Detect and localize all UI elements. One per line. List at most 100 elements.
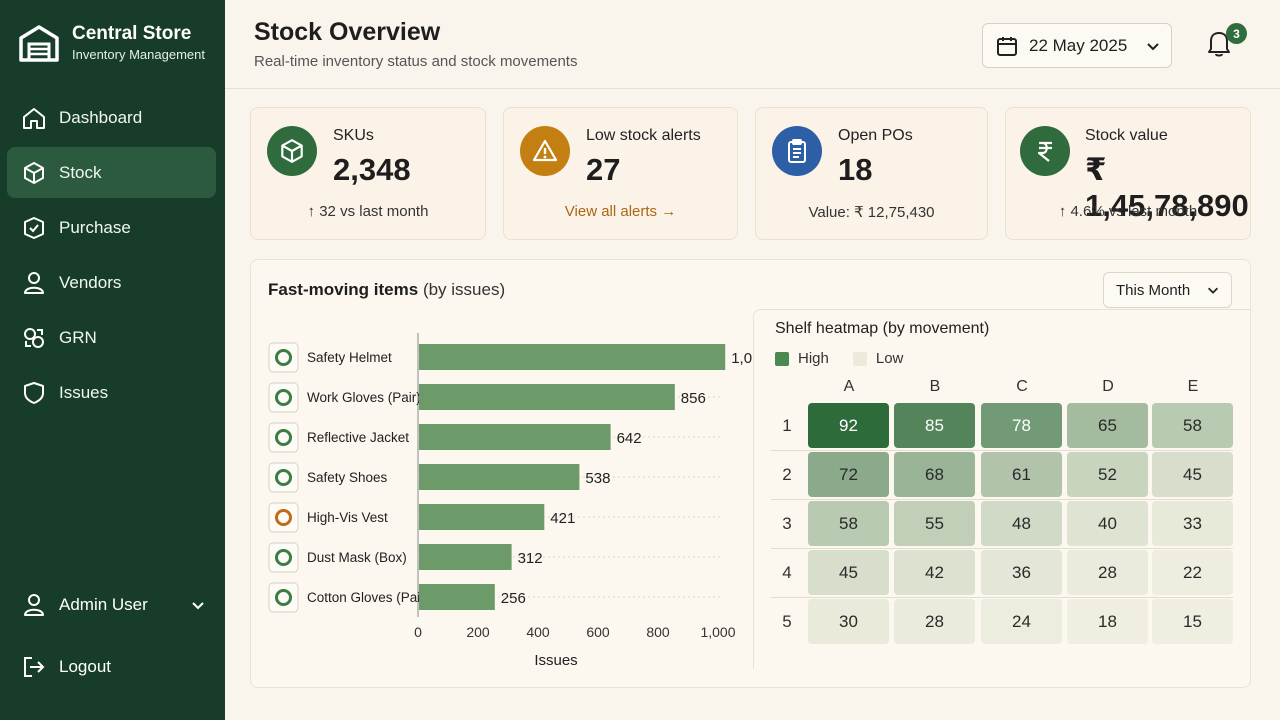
logout-button[interactable]: Logout [21,650,111,684]
bar [419,544,512,570]
kpi-label: Open POs [838,127,913,144]
kpi-value: 18 [838,152,873,187]
kpi-po-value: Value: ₹ 12,75,430 [808,204,935,221]
bar-value-label: 856 [681,390,706,407]
heatmap-cell[interactable]: 45 [1152,452,1233,497]
warehouse-logo-icon [19,25,59,62]
fast-moving-bar-chart: Safety Helmet 1,024 Work Gloves (Pair) 856 R… [268,333,752,669]
sidebar-item-issues[interactable]: Issues [7,367,216,418]
bar-chart-title: Fast-moving items (by issues) [268,280,505,300]
heatmap-row-divider [771,450,1233,451]
bar-chart-title-suffix: (by issues) [422,280,506,299]
heatmap-cell[interactable]: 65 [1067,403,1148,448]
heatmap-cell[interactable]: 40 [1067,501,1148,546]
category-label: Reflective Jacket [307,430,409,445]
sidebar-item-grn[interactable]: GRN [7,312,216,363]
period-value: This Month [1116,281,1191,299]
heatmap-cell[interactable]: 18 [1067,599,1148,644]
bar-value-label: 642 [617,430,642,447]
user-menu[interactable]: Admin User [21,588,206,622]
bar-value-label: 312 [518,550,543,567]
sidebar-item-vendors[interactable]: Vendors [7,257,216,308]
heatmap-cell[interactable]: 58 [808,501,889,546]
heatmap-cell[interactable]: 36 [981,550,1062,595]
heatmap-column-label: C [1016,378,1028,395]
period-select[interactable]: This Month [1103,272,1232,308]
category-label: Dust Mask (Box) [307,550,407,565]
date-value: 22 May 2025 [1029,35,1128,55]
notifications-button[interactable] [1205,28,1239,62]
bar-value-label: 538 [585,470,610,487]
sidebar-item-dashboard[interactable]: Dashboard [7,92,216,143]
kpi-card-low-stock: Low stock alerts 27 View all alerts → [503,107,738,240]
heatmap-row-label: 5 [782,612,792,631]
heatmap-cell[interactable]: 92 [808,403,889,448]
chevron-down-icon [192,602,204,610]
notification-badge: 3 [1226,23,1247,44]
heatmap-cell[interactable]: 78 [981,403,1062,448]
category-label: Work Gloves (Pair) [307,390,421,405]
warning-icon [532,139,558,162]
heatmap-column-label: A [843,378,855,395]
heatmap-cell[interactable]: 42 [894,550,975,595]
heatmap-cell[interactable]: 48 [981,501,1062,546]
heatmap-cell[interactable]: 52 [1067,452,1148,497]
item-icon-tile [268,582,299,613]
date-picker[interactable]: 22 May 2025 [982,23,1172,68]
item-icon-tile [268,542,299,573]
heatmap-cell[interactable]: 68 [894,452,975,497]
bar [419,504,545,530]
x-tick-label: 400 [526,624,550,640]
heatmap-cell[interactable]: 58 [1152,403,1233,448]
heatmap-cell[interactable]: 45 [808,550,889,595]
bar-value-label: 421 [550,510,575,527]
page-subtitle: Real-time inventory status and stock mov… [254,53,578,70]
bar [419,424,611,450]
kpi-label: Stock value [1085,127,1168,144]
heatmap-cell[interactable]: 15 [1152,599,1233,644]
bar-chart-title-main: Fast-moving items [268,280,419,299]
item-icon [275,549,292,566]
item-icon [275,389,292,406]
cube-icon [24,161,44,184]
kpi-value: 27 [586,152,621,187]
heatmap-cell[interactable]: 85 [894,403,975,448]
category-label: Safety Shoes [307,470,388,485]
heatmap-cell[interactable]: 55 [894,501,975,546]
item-icon [275,469,292,486]
heatmap-row-label: 2 [782,465,792,484]
heatmap-cell[interactable]: 24 [981,599,1062,644]
kpi-trend: ↑ 32 vs last month [307,203,429,220]
x-tick-label: 800 [646,624,670,640]
heatmap-cell[interactable]: 33 [1152,501,1233,546]
legend-swatch-high [775,351,789,366]
category-label: Safety Helmet [307,350,392,365]
legend-high-label: High [798,350,829,367]
heatmap-legend: High Low [775,350,927,367]
kpi-value: 2,348 [333,152,411,187]
sidebar-item-purchase[interactable]: Purchase [7,202,216,253]
category-label: High-Vis Vest [307,510,388,525]
kpi-trend: ↑ 4.6% vs last month [1058,203,1198,220]
item-icon-tile [268,422,299,453]
heatmap-column-label: E [1187,378,1199,395]
view-all-alerts-link[interactable]: View all alerts → [564,203,677,220]
heatmap-cell[interactable]: 28 [1067,550,1148,595]
brand-subtitle: Inventory Management [72,47,205,62]
item-icon-tile [268,502,299,533]
heatmap-cell[interactable]: 72 [808,452,889,497]
sidebar-item-label: Vendors [59,272,122,292]
home-icon [23,107,45,129]
heatmap-cell[interactable]: 30 [808,599,889,644]
item-icon [275,429,292,446]
heatmap-title: Shelf heatmap (by movement) [775,320,990,337]
clipboard-icon [788,139,806,163]
kpi-label: Low stock alerts [586,127,701,144]
heatmap-cell[interactable]: 22 [1152,550,1233,595]
category-label: Cotton Gloves (Pair) [307,590,429,605]
heatmap-cell[interactable]: 28 [894,599,975,644]
heatmap-cell[interactable]: 61 [981,452,1062,497]
heatmap-row-label: 1 [782,416,792,435]
user-icon [24,594,44,616]
sidebar-item-stock[interactable]: Stock [7,147,216,198]
